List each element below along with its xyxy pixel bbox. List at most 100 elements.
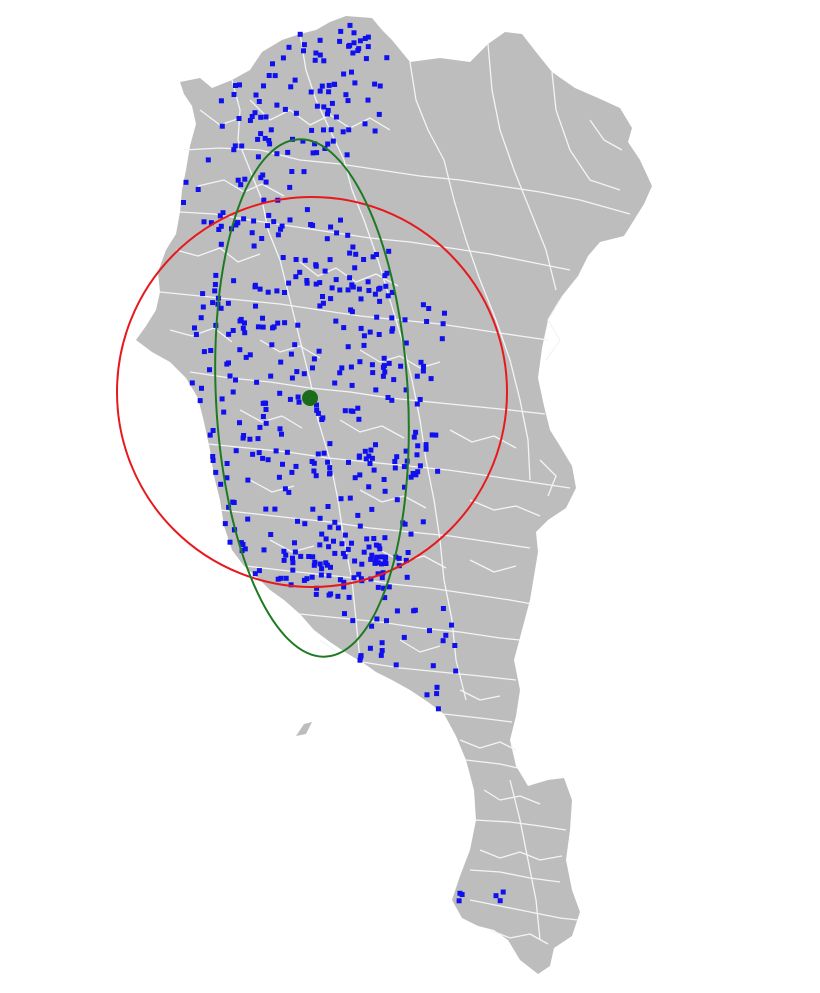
location-point: [417, 397, 423, 402]
location-point: [237, 347, 243, 353]
location-point: [301, 169, 307, 175]
location-point: [346, 459, 351, 465]
location-point: [266, 138, 272, 143]
location-point: [253, 303, 258, 309]
location-point: [278, 359, 284, 365]
location-point: [352, 558, 358, 564]
location-point: [345, 98, 351, 104]
location-point: [352, 265, 358, 271]
location-point: [265, 289, 271, 295]
location-point: [242, 176, 248, 182]
location-point: [265, 223, 270, 229]
location-point: [183, 179, 189, 185]
location-point: [288, 84, 294, 90]
location-point: [226, 331, 232, 337]
location-point: [230, 328, 236, 333]
location-point: [368, 576, 374, 582]
location-point: [225, 300, 231, 306]
location-point: [208, 348, 214, 353]
location-point: [440, 638, 446, 644]
location-point: [269, 342, 275, 348]
location-point: [326, 573, 332, 579]
location-point: [287, 217, 293, 223]
location-point: [328, 127, 334, 133]
location-point: [256, 568, 262, 574]
location-point: [281, 557, 287, 563]
location-point: [321, 450, 327, 456]
location-point: [255, 436, 261, 442]
location-point: [374, 314, 380, 320]
location-point: [389, 315, 395, 321]
location-point: [280, 55, 286, 61]
point-locations: [181, 22, 506, 904]
location-point: [326, 592, 332, 598]
location-point: [313, 281, 319, 287]
location-point: [433, 432, 439, 438]
location-point: [413, 429, 419, 435]
location-point: [328, 296, 334, 302]
location-point: [434, 684, 440, 690]
location-point: [263, 407, 269, 412]
location-point: [261, 83, 266, 89]
location-point: [383, 283, 389, 289]
location-point: [372, 291, 378, 297]
location-point: [394, 497, 400, 503]
location-point: [271, 219, 277, 225]
location-point: [370, 370, 376, 376]
location-point: [356, 453, 362, 459]
location-point: [319, 566, 325, 572]
location-point: [347, 275, 353, 281]
location-point: [261, 197, 267, 203]
location-point: [312, 559, 318, 565]
location-point: [386, 584, 392, 590]
location-point: [351, 40, 357, 46]
location-point: [322, 268, 328, 274]
location-point: [280, 255, 286, 260]
location-point: [379, 554, 385, 560]
location-point: [364, 536, 370, 542]
location-point: [293, 463, 299, 469]
location-point: [331, 538, 336, 544]
location-point: [500, 889, 506, 895]
location-point: [198, 315, 204, 321]
location-point: [218, 98, 224, 104]
location-point: [384, 270, 390, 276]
location-point: [230, 389, 236, 395]
location-point: [224, 461, 230, 466]
location-point: [327, 524, 333, 530]
location-point: [357, 472, 363, 478]
location-point: [317, 52, 323, 58]
location-point: [428, 376, 434, 382]
location-point: [372, 81, 378, 87]
location-point: [283, 575, 289, 581]
location-point: [310, 222, 316, 228]
location-point: [381, 585, 387, 591]
location-point: [280, 461, 285, 467]
location-point: [312, 141, 318, 147]
location-point: [420, 368, 426, 374]
location-point: [199, 385, 204, 391]
location-point: [295, 322, 301, 328]
standard-distance-circle: [116, 196, 508, 588]
location-point: [314, 103, 320, 109]
location-point: [310, 506, 316, 512]
location-point: [453, 668, 459, 674]
location-point: [367, 461, 373, 466]
location-point: [216, 227, 222, 232]
location-point: [245, 477, 251, 483]
location-point: [219, 123, 225, 129]
location-point: [408, 531, 414, 537]
location-point: [335, 593, 341, 599]
location-point: [230, 499, 236, 505]
location-point: [192, 325, 197, 331]
location-point: [328, 564, 333, 570]
location-point: [256, 450, 262, 456]
location-point: [382, 559, 388, 565]
location-point: [379, 648, 385, 653]
location-point: [404, 574, 410, 580]
location-point: [314, 585, 320, 591]
location-point: [349, 309, 355, 315]
location-point: [340, 550, 346, 556]
location-point: [319, 417, 325, 422]
location-point: [241, 433, 247, 438]
